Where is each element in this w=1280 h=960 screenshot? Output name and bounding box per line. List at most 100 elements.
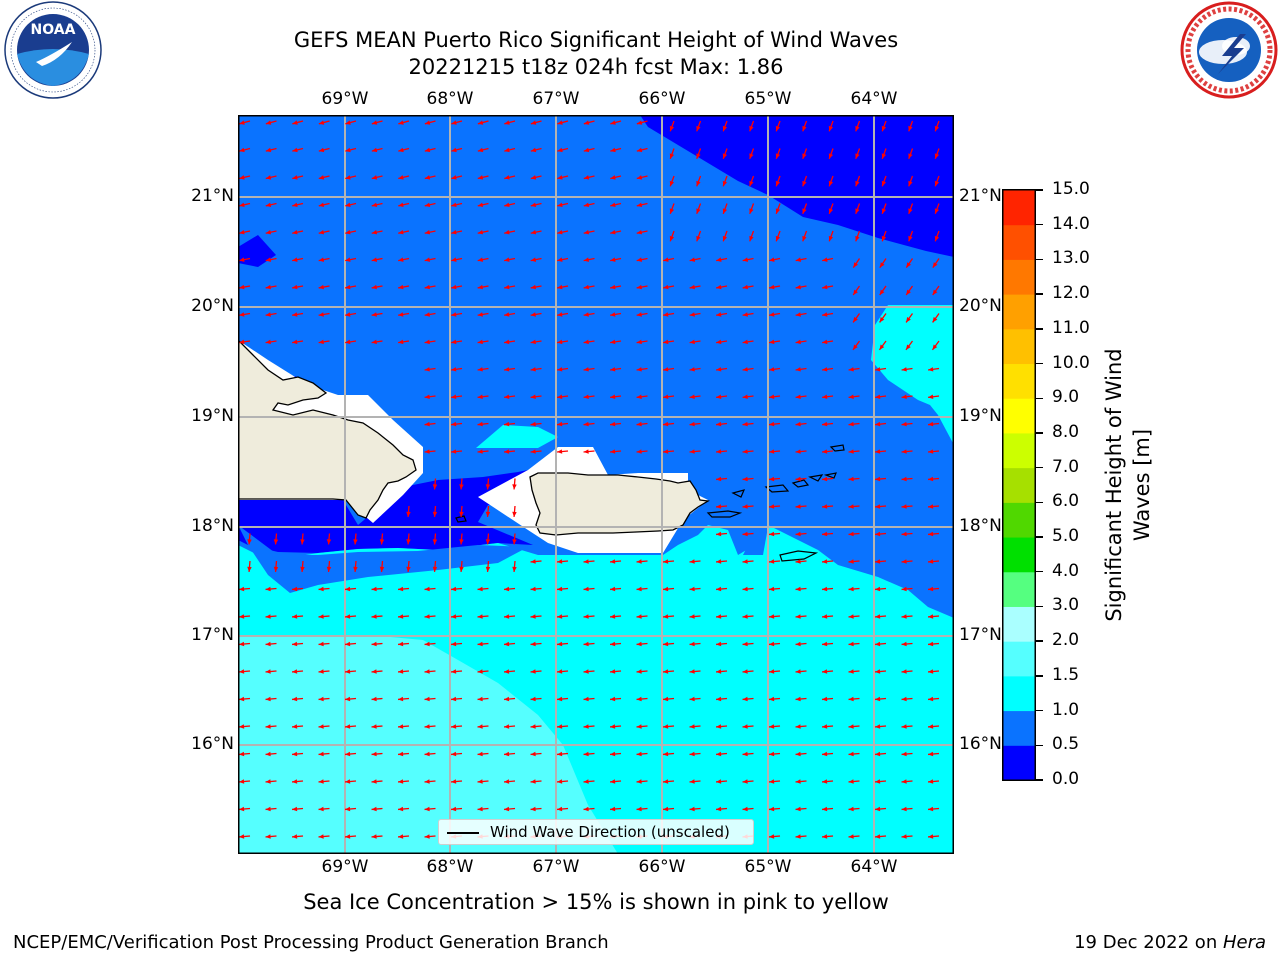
wave-arrow-head [459, 484, 464, 490]
wave-arrow-head [875, 641, 881, 647]
wave-arrow-head [663, 641, 669, 647]
wave-arrow-head [636, 421, 642, 427]
wave-arrow-head [716, 257, 722, 262]
wave-arrow-head [459, 511, 464, 517]
land-anegada [829, 444, 845, 452]
wave-arrow-head [689, 312, 695, 317]
wave-arrow-head [716, 806, 722, 812]
colorbar-tick-mark [1036, 432, 1043, 434]
wave-arrow-head [769, 696, 775, 702]
wave-arrow-head [557, 339, 563, 345]
wave-arrow-head [530, 806, 536, 812]
wave-arrow-head [424, 175, 431, 180]
wave-arrow-head [583, 257, 590, 262]
wave-arrow-head [636, 202, 643, 207]
wave-arrow-head [716, 367, 722, 372]
wave-arrow-head [557, 120, 563, 125]
wave-arrow-head [318, 339, 324, 345]
colorbar-tick-mark [1036, 709, 1043, 712]
wave-arrow-head [795, 394, 801, 399]
wave-arrow-head [610, 806, 616, 812]
wave-arrow-head [822, 751, 828, 757]
wave-arrow-head [716, 394, 722, 399]
wave-arrow-head [663, 394, 669, 399]
wave-arrow-head [583, 751, 589, 757]
wave-arrow-head [848, 476, 854, 482]
wave-arrow-head [795, 834, 801, 839]
wave-arrow-head [822, 421, 828, 427]
wave-arrow-head [557, 257, 563, 262]
wave-arrow-head [822, 696, 828, 702]
wave-arrow-head [795, 367, 801, 372]
wave-arrow-head [828, 153, 834, 159]
wave-arrow-head [669, 208, 675, 214]
wave-arrow-head [934, 125, 940, 132]
colorbar-tick-mark [1036, 293, 1043, 295]
wave-arrow-head [485, 566, 491, 572]
wave-arrow-head [485, 539, 491, 545]
wave-arrow-head [669, 125, 675, 132]
map-legend: Wind Wave Direction (unscaled) [438, 819, 754, 845]
wave-arrow-head [530, 312, 536, 317]
legend-label: Wind Wave Direction (unscaled) [490, 823, 730, 841]
wave-arrow-head [292, 230, 298, 235]
wave-arrow-head [371, 202, 378, 207]
colorbar-swatch [1003, 571, 1035, 607]
wave-arrow-head [504, 257, 510, 262]
wave-arrow-head [583, 586, 589, 592]
wave-arrow-head [477, 312, 483, 317]
wave-arrow-head [852, 344, 858, 350]
wave-arrow-head [669, 235, 675, 242]
wave-arrow-head [292, 202, 298, 207]
wave-arrow-head [742, 421, 748, 427]
wave-arrow-head [345, 614, 351, 619]
wave-arrow-head [822, 367, 828, 372]
wave-arrow-head [398, 779, 404, 784]
colorbar-swatch [1003, 606, 1035, 642]
wave-arrow-head [583, 421, 589, 427]
wave-arrow-head [318, 257, 325, 262]
wave-arrow-head [901, 834, 907, 839]
wave-arrow-head [477, 669, 483, 674]
wave-arrow-head [583, 696, 589, 702]
wave-arrow-head [769, 724, 775, 729]
wave-arrow-head [901, 531, 907, 537]
wave-arrow-head [239, 641, 245, 647]
wave-arrow-head [292, 641, 298, 647]
wave-arrow-head [716, 531, 722, 537]
wave-arrow-head [769, 779, 775, 784]
wave-arrow-head [901, 586, 907, 592]
wave-arrow-head [795, 531, 801, 537]
wave-arrow-head [398, 586, 404, 592]
wave-arrow-head [239, 312, 245, 317]
wave-arrow-head [769, 284, 775, 290]
wave-arrow-head [716, 476, 722, 482]
wave-arrow-head [636, 120, 643, 125]
wave-arrow-head [451, 586, 457, 592]
wave-arrow-head [822, 834, 828, 839]
wave-arrow-head [424, 696, 430, 702]
wave-arrow-head [795, 696, 801, 702]
wave-arrow-head [610, 202, 616, 207]
wave-arrow-head [371, 284, 377, 290]
wave-arrow-head [504, 230, 510, 235]
wave-arrow-head [504, 696, 510, 702]
wave-arrow-head [345, 175, 351, 180]
wave-arrow-head [749, 125, 754, 132]
wave-arrow-head [901, 449, 907, 454]
wave-arrow-head [318, 779, 324, 784]
wave-arrow-head [689, 669, 695, 674]
wave-arrow-head [451, 230, 457, 235]
wave-arrow-head [901, 724, 907, 729]
wave-arrow-head [636, 312, 642, 317]
wave-arrow-head [318, 175, 325, 180]
wave-arrow-head [451, 449, 457, 454]
wave-arrow-head [477, 779, 483, 784]
wave-arrow-head [848, 394, 854, 399]
wave-arrow-head [557, 779, 563, 784]
ocean-high-patch [476, 425, 558, 448]
wave-arrow-head [424, 614, 430, 619]
wave-arrow-head [477, 367, 483, 372]
wave-arrow-head [881, 153, 887, 159]
wave-arrow-head [928, 669, 934, 674]
